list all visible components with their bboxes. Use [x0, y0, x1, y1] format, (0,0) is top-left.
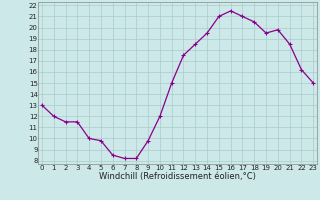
- X-axis label: Windchill (Refroidissement éolien,°C): Windchill (Refroidissement éolien,°C): [99, 172, 256, 181]
